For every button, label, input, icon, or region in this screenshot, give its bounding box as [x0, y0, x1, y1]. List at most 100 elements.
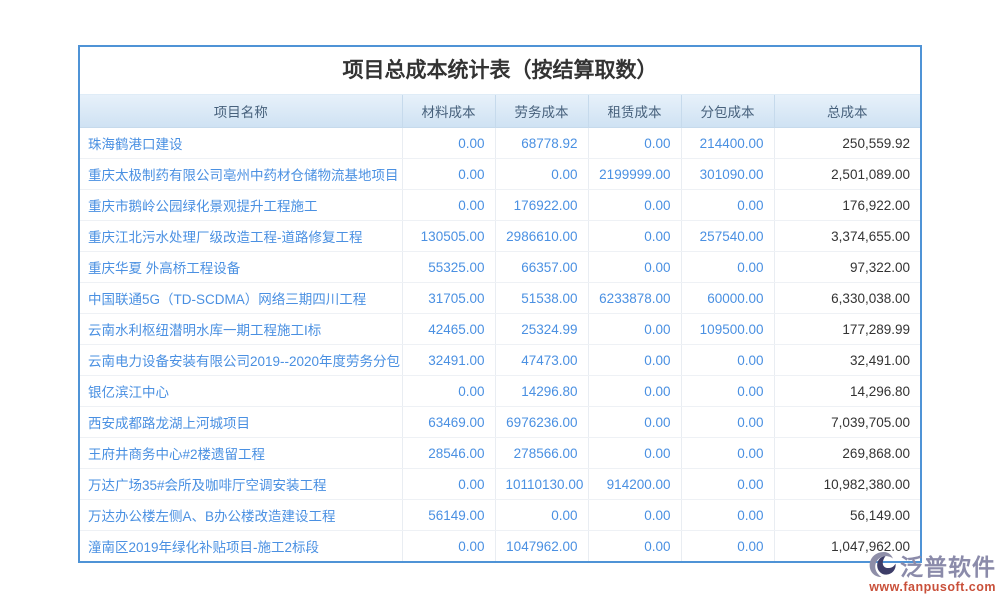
total-cost-cell: 97,322.00	[774, 251, 920, 283]
subcontract-cost-cell: 0.00	[681, 406, 775, 438]
total-cost-cell: 1,047,962.00	[774, 530, 920, 561]
labor-cost-cell: 14296.80	[495, 375, 589, 407]
subcontract-cost-cell: 109500.00	[681, 313, 775, 345]
subcontract-cost-cell: 0.00	[681, 344, 775, 376]
material-cost-cell: 0.00	[402, 189, 496, 221]
table-row: 重庆市鹅岭公园绿化景观提升工程施工 0.00 176922.00 0.00 0.00 17…	[80, 189, 920, 221]
project-name-link[interactable]: 重庆市鹅岭公园绿化景观提升工程施工	[80, 189, 403, 221]
total-cost-cell: 32,491.00	[774, 344, 920, 376]
material-cost-cell: 0.00	[402, 127, 496, 159]
material-cost-cell: 63469.00	[402, 406, 496, 438]
rental-cost-cell: 2199999.00	[588, 158, 682, 190]
labor-cost-cell: 10110130.00	[495, 468, 589, 500]
project-name-link[interactable]: 银亿滨江中心	[80, 375, 403, 407]
table-row: 万达广场35#会所及咖啡厅空调安装工程 0.00 10110130.00 914200…	[80, 468, 920, 500]
rental-cost-cell: 0.00	[588, 251, 682, 283]
total-cost-cell: 3,374,655.00	[774, 220, 920, 252]
labor-cost-cell: 68778.92	[495, 127, 589, 159]
total-cost-cell: 56,149.00	[774, 499, 920, 531]
table-row: 云南电力设备安装有限公司2019--2020年度劳务分包 32491.00 4747…	[80, 344, 920, 376]
rental-cost-cell: 0.00	[588, 375, 682, 407]
subcontract-cost-cell: 214400.00	[681, 127, 775, 159]
labor-cost-cell: 66357.00	[495, 251, 589, 283]
material-cost-cell: 0.00	[402, 158, 496, 190]
labor-cost-cell: 278566.00	[495, 437, 589, 469]
total-cost-cell: 7,039,705.00	[774, 406, 920, 438]
col-header-project-name: 项目名称	[80, 95, 403, 128]
project-name-link[interactable]: 重庆华夏 外高桥工程设备	[80, 251, 403, 283]
project-name-link[interactable]: 万达广场35#会所及咖啡厅空调安装工程	[80, 468, 403, 500]
table-row: 重庆江北污水处理厂级改造工程-道路修复工程 130505.00 2986610.00…	[80, 220, 920, 252]
col-header-rental-cost: 租赁成本	[588, 95, 682, 128]
rental-cost-cell: 6233878.00	[588, 282, 682, 314]
project-name-link[interactable]: 潼南区2019年绿化补贴项目-施工2标段	[80, 530, 403, 561]
fanpu-logo-icon	[868, 551, 898, 583]
material-cost-cell: 32491.00	[402, 344, 496, 376]
material-cost-cell: 31705.00	[402, 282, 496, 314]
table-row: 潼南区2019年绿化补贴项目-施工2标段 0.00 1047962.00 0.00 0.…	[80, 530, 920, 561]
table-row: 银亿滨江中心 0.00 14296.80 0.00 0.00 14,296.80	[80, 375, 920, 407]
rental-cost-cell: 0.00	[588, 344, 682, 376]
labor-cost-cell: 0.00	[495, 158, 589, 190]
rental-cost-cell: 0.00	[588, 406, 682, 438]
table-row: 中国联通5G（TD-SCDMA）网络三期四川工程 31705.00 51538.00…	[80, 282, 920, 314]
col-header-material-cost: 材料成本	[402, 95, 496, 128]
table-row: 重庆太极制药有限公司亳州中药材仓储物流基地项目 0.00 0.00 2199999.0…	[80, 158, 920, 190]
material-cost-cell: 55325.00	[402, 251, 496, 283]
subcontract-cost-cell: 0.00	[681, 375, 775, 407]
subcontract-cost-cell: 0.00	[681, 189, 775, 221]
subcontract-cost-cell: 301090.00	[681, 158, 775, 190]
rental-cost-cell: 0.00	[588, 220, 682, 252]
rental-cost-cell: 0.00	[588, 189, 682, 221]
labor-cost-cell: 176922.00	[495, 189, 589, 221]
project-name-link[interactable]: 万达办公楼左侧A、B办公楼改造建设工程	[80, 499, 403, 531]
vendor-watermark: 泛普软件 www.fanpusoft.com	[868, 551, 996, 594]
total-cost-cell: 6,330,038.00	[774, 282, 920, 314]
col-header-total-cost: 总成本	[774, 95, 920, 128]
total-cost-cell: 14,296.80	[774, 375, 920, 407]
rental-cost-cell: 914200.00	[588, 468, 682, 500]
subcontract-cost-cell: 0.00	[681, 468, 775, 500]
page-title: 项目总成本统计表（按结算取数）	[80, 47, 920, 95]
table-row: 万达办公楼左侧A、B办公楼改造建设工程 56149.00 0.00 0.00 0.00 5…	[80, 499, 920, 531]
table-row: 西安成都路龙湖上河城项目 63469.00 6976236.00 0.00 0.00 7,…	[80, 406, 920, 438]
col-header-subcontract-cost: 分包成本	[681, 95, 775, 128]
vendor-brand-name: 泛普软件	[900, 554, 996, 580]
project-name-link[interactable]: 王府井商务中心#2楼遗留工程	[80, 437, 403, 469]
total-cost-cell: 250,559.92	[774, 127, 920, 159]
subcontract-cost-cell: 0.00	[681, 437, 775, 469]
total-cost-cell: 176,922.00	[774, 189, 920, 221]
project-name-link[interactable]: 云南水利枢纽潜明水库一期工程施工I标	[80, 313, 403, 345]
rental-cost-cell: 0.00	[588, 127, 682, 159]
total-cost-cell: 2,501,089.00	[774, 158, 920, 190]
total-cost-cell: 177,289.99	[774, 313, 920, 345]
total-cost-cell: 10,982,380.00	[774, 468, 920, 500]
material-cost-cell: 42465.00	[402, 313, 496, 345]
subcontract-cost-cell: 60000.00	[681, 282, 775, 314]
project-name-link[interactable]: 中国联通5G（TD-SCDMA）网络三期四川工程	[80, 282, 403, 314]
rental-cost-cell: 0.00	[588, 313, 682, 345]
table-row: 重庆华夏 外高桥工程设备 55325.00 66357.00 0.00 0.00 97,3…	[80, 251, 920, 283]
project-name-link[interactable]: 西安成都路龙湖上河城项目	[80, 406, 403, 438]
labor-cost-cell: 1047962.00	[495, 530, 589, 561]
labor-cost-cell: 2986610.00	[495, 220, 589, 252]
total-cost-cell: 269,868.00	[774, 437, 920, 469]
material-cost-cell: 0.00	[402, 375, 496, 407]
labor-cost-cell: 25324.99	[495, 313, 589, 345]
vendor-url: www.fanpusoft.com	[869, 580, 996, 594]
project-name-link[interactable]: 珠海鹤港口建设	[80, 127, 403, 159]
labor-cost-cell: 51538.00	[495, 282, 589, 314]
table-row: 云南水利枢纽潜明水库一期工程施工I标 42465.00 25324.99 0.00 10…	[80, 313, 920, 345]
project-name-link[interactable]: 重庆江北污水处理厂级改造工程-道路修复工程	[80, 220, 403, 252]
material-cost-cell: 0.00	[402, 530, 496, 561]
labor-cost-cell: 6976236.00	[495, 406, 589, 438]
project-name-link[interactable]: 重庆太极制药有限公司亳州中药材仓储物流基地项目	[80, 158, 403, 190]
material-cost-cell: 130505.00	[402, 220, 496, 252]
cost-report-panel: 项目总成本统计表（按结算取数） 项目名称 材料成本 劳务成本 租赁成本 分包成本…	[78, 45, 922, 563]
subcontract-cost-cell: 257540.00	[681, 220, 775, 252]
material-cost-cell: 28546.00	[402, 437, 496, 469]
material-cost-cell: 0.00	[402, 468, 496, 500]
rental-cost-cell: 0.00	[588, 530, 682, 561]
labor-cost-cell: 47473.00	[495, 344, 589, 376]
project-name-link[interactable]: 云南电力设备安装有限公司2019--2020年度劳务分包	[80, 344, 403, 376]
